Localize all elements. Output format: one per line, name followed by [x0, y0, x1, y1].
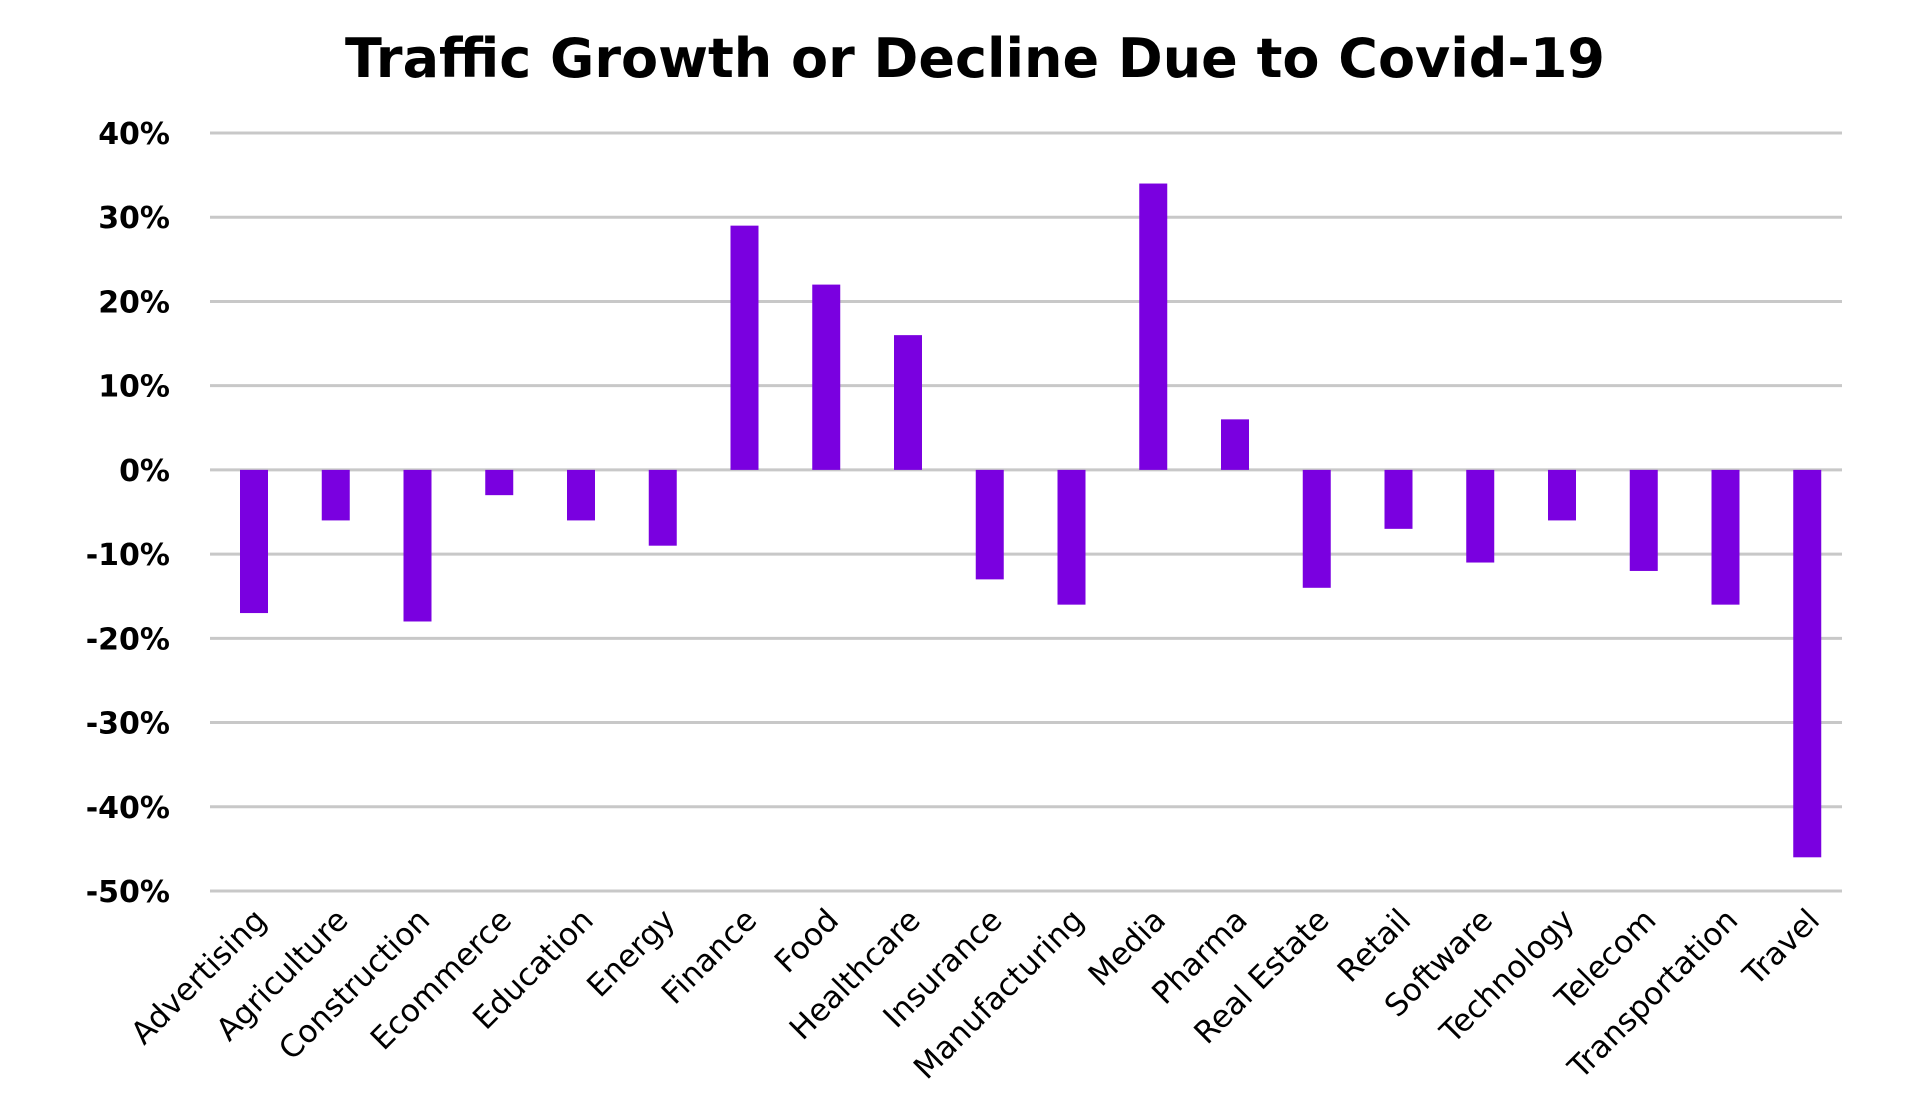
- bar-agriculture: [321, 469, 350, 521]
- bar-advertising: [240, 469, 268, 614]
- y-tick-label: 30%: [98, 201, 170, 236]
- y-tick-label: -40%: [86, 791, 170, 826]
- x-tick-label: Food: [768, 902, 846, 980]
- y-axis-tick-labels: 40% 30% 20% 10% 0% -10% -20% -30% -40% -50%: [86, 117, 170, 910]
- x-tick-label: Travel: [1736, 902, 1827, 993]
- y-tick-label: -10%: [86, 538, 170, 573]
- bar-retail: [1384, 469, 1413, 529]
- y-tick-label: 10%: [98, 370, 170, 405]
- bar-transportation: [1711, 469, 1740, 605]
- bar-series: [240, 183, 1822, 858]
- chart-title: Traffic Growth or Decline Due to Covid-1…: [345, 27, 1605, 90]
- bar-food: [812, 284, 841, 470]
- x-axis-tick-labels: AdvertisingAgricultureConstructionEcomme…: [124, 902, 1827, 1086]
- bar-ecommerce: [485, 469, 514, 496]
- bar-telecom: [1629, 469, 1658, 571]
- y-tick-label: 0%: [119, 454, 170, 489]
- grid-layer: [210, 131, 1842, 893]
- bar-insurance: [975, 469, 1004, 580]
- bar-travel: [1793, 469, 1822, 858]
- bar-manufacturing: [1057, 469, 1086, 605]
- bar-energy: [648, 469, 677, 546]
- bar-pharma: [1221, 419, 1249, 470]
- bar-healthcare: [894, 335, 922, 470]
- bar-education: [567, 469, 595, 521]
- y-tick-label: -20%: [86, 622, 170, 657]
- y-tick-label: -50%: [86, 875, 170, 910]
- y-tick-label: 40%: [98, 117, 170, 152]
- bar-finance: [730, 225, 759, 470]
- bar-media: [1139, 183, 1168, 470]
- bar-technology: [1548, 469, 1576, 521]
- bar-software: [1466, 469, 1495, 563]
- bar-real-estate: [1302, 469, 1331, 588]
- y-tick-label: -30%: [86, 707, 170, 742]
- y-tick-label: 20%: [98, 285, 170, 320]
- bar-construction: [403, 469, 432, 622]
